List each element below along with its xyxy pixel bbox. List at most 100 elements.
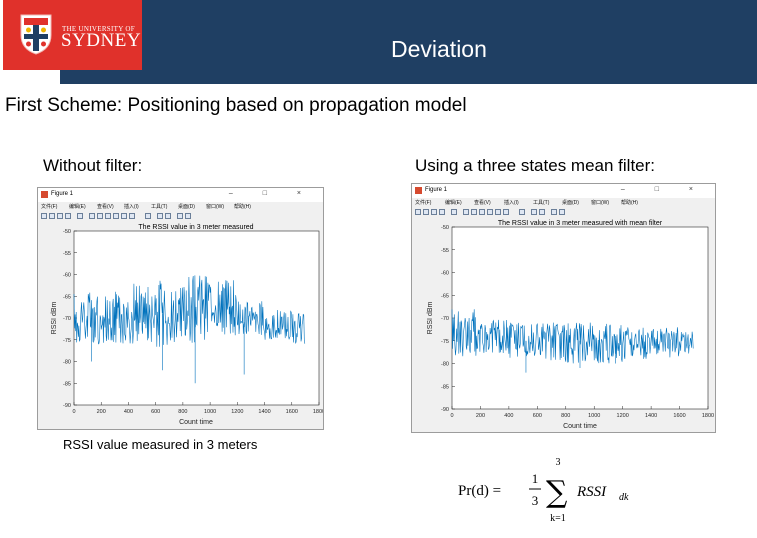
brush-icon[interactable] <box>129 213 135 219</box>
university-line1: THE UNIVERSITY OF <box>62 25 135 33</box>
data-cursor-icon[interactable] <box>495 209 501 215</box>
legend-icon[interactable] <box>165 213 171 219</box>
open-file-icon[interactable] <box>49 213 55 219</box>
formula-term: RSSI <box>576 484 607 500</box>
hide-tools-icon[interactable] <box>551 209 557 215</box>
menu-tools[interactable]: 工具(T) <box>533 200 550 206</box>
x-tick-label: 0 <box>72 409 75 415</box>
menu-window[interactable]: 窗口(W) <box>206 204 225 210</box>
slide-subtitle: First Scheme: Positioning based on propa… <box>5 95 467 116</box>
print-icon[interactable] <box>439 209 445 215</box>
colorbar-icon[interactable] <box>531 209 537 215</box>
y-tick-label: -80 <box>63 360 71 366</box>
menu-desktop[interactable]: 桌面(D) <box>178 204 195 210</box>
colorbar-icon[interactable] <box>157 213 163 219</box>
menu-view[interactable]: 查看(V) <box>474 200 491 206</box>
menu-edit[interactable]: 编辑(E) <box>69 204 86 210</box>
menu-desktop[interactable]: 桌面(D) <box>562 200 579 206</box>
hide-tools-icon[interactable] <box>177 213 183 219</box>
y-tick-label: -50 <box>63 229 71 235</box>
y-tick-label: -55 <box>441 248 449 254</box>
x-tick-label: 1200 <box>617 413 629 419</box>
figure-window-left[interactable]: Figure 1 – □ × 文件(F) 编辑(E) 查看(V) 插入(I) 工… <box>37 187 324 430</box>
menu-insert[interactable]: 插入(I) <box>124 204 139 210</box>
y-tick-label: -65 <box>441 293 449 299</box>
formula-lhs: Pr(d) = <box>458 483 501 499</box>
x-tick-label: 800 <box>178 409 187 415</box>
window-title: Figure 1 <box>425 187 448 193</box>
pan-icon[interactable] <box>479 209 485 215</box>
print-icon[interactable] <box>65 213 71 219</box>
menu-view[interactable]: 查看(V) <box>97 204 114 210</box>
link-icon[interactable] <box>519 209 525 215</box>
legend-icon[interactable] <box>539 209 545 215</box>
save-icon[interactable] <box>431 209 437 215</box>
y-tick-label: -90 <box>63 403 71 409</box>
y-tick-label: -65 <box>63 294 71 300</box>
new-figure-icon[interactable] <box>415 209 421 215</box>
rotate-icon[interactable] <box>487 209 493 215</box>
rotate-icon[interactable] <box>113 213 119 219</box>
y-axis-label: RSSI dBm <box>51 301 58 334</box>
chart-title: The RSSI value in 3 meter measured with … <box>498 220 663 227</box>
sum-upper-limit: 3 <box>556 457 561 468</box>
x-tick-label: 1600 <box>673 413 685 419</box>
x-tick-label: 1800 <box>702 413 714 419</box>
university-line2: SYDNEY <box>61 30 142 51</box>
zoom-out-icon[interactable] <box>97 213 103 219</box>
show-tools-icon[interactable] <box>185 213 191 219</box>
header-bar <box>60 0 757 84</box>
menu-tools[interactable]: 工具(T) <box>151 204 168 210</box>
zoom-in-icon[interactable] <box>463 209 469 215</box>
brush-icon[interactable] <box>503 209 509 215</box>
window-controls[interactable]: – □ × <box>228 190 315 197</box>
menu-help[interactable]: 帮助(H) <box>234 204 251 210</box>
x-tick-label: 1000 <box>204 409 216 415</box>
window-titlebar[interactable]: Figure 1 – □ × <box>412 184 715 198</box>
new-figure-icon[interactable] <box>41 213 47 219</box>
menu-file[interactable]: 文件(F) <box>41 204 58 210</box>
matlab-figure-icon <box>415 187 422 194</box>
data-cursor-icon[interactable] <box>121 213 127 219</box>
save-icon[interactable] <box>57 213 63 219</box>
x-tick-label: 600 <box>533 413 542 419</box>
x-tick-label: 1200 <box>231 409 243 415</box>
menu-help[interactable]: 帮助(H) <box>621 200 638 206</box>
zoom-out-icon[interactable] <box>471 209 477 215</box>
menu-edit[interactable]: 编辑(E) <box>445 200 462 206</box>
pointer-icon[interactable] <box>77 213 83 219</box>
menu-bar: 文件(F) 编辑(E) 查看(V) 插入(I) 工具(T) 桌面(D) 窗口(W… <box>412 198 715 207</box>
x-axis-label: Count time <box>563 423 597 430</box>
pointer-icon[interactable] <box>451 209 457 215</box>
x-axis-label: Count time <box>179 419 213 426</box>
menu-window[interactable]: 窗口(W) <box>591 200 610 206</box>
mean-filter-formula: Pr(d) = 1 3 ∑ 3 k=1 RSSI dk <box>458 457 629 524</box>
series-line <box>73 275 306 347</box>
x-tick-label: 200 <box>97 409 106 415</box>
menu-insert[interactable]: 插入(I) <box>504 200 519 206</box>
show-tools-icon[interactable] <box>559 209 565 215</box>
rssi-chart-filtered: -50 -55 -60 -65 -70 -75 -80 -85 -900 200 400 600 800… <box>412 218 715 432</box>
y-tick-label: -75 <box>441 339 449 345</box>
y-tick-label: -80 <box>441 362 449 368</box>
y-tick-label: -85 <box>441 384 449 390</box>
matlab-figure-icon <box>41 191 48 198</box>
y-tick-label: -55 <box>63 251 71 257</box>
x-tick-label: 400 <box>124 409 133 415</box>
x-tick-label: 600 <box>151 409 160 415</box>
window-controls[interactable]: – □ × <box>620 186 707 193</box>
slide-title: Deviation <box>391 36 487 62</box>
x-tick-label: 1800 <box>313 409 323 415</box>
open-file-icon[interactable] <box>423 209 429 215</box>
figure-window-right[interactable]: Figure 1 – □ × 文件(F) 编辑(E) 查看(V) 插入(I) 工… <box>411 183 716 433</box>
window-titlebar[interactable]: Figure 1 – □ × <box>38 188 323 202</box>
x-tick-label: 1400 <box>258 409 270 415</box>
y-tick-label: -90 <box>441 407 449 413</box>
menu-file[interactable]: 文件(F) <box>415 200 432 206</box>
pan-icon[interactable] <box>105 213 111 219</box>
zoom-in-icon[interactable] <box>89 213 95 219</box>
x-tick-label: 0 <box>450 413 453 419</box>
y-tick-label: -75 <box>63 338 71 344</box>
formula-numerator: 1 <box>532 471 539 486</box>
link-icon[interactable] <box>145 213 151 219</box>
